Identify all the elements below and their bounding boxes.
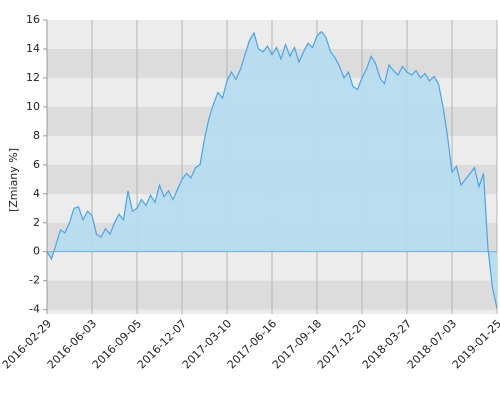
y-tick-label: 6 bbox=[33, 158, 40, 171]
y-tick-label: 4 bbox=[33, 187, 40, 200]
y-tick-label: 2 bbox=[33, 216, 40, 229]
y-tick-label: 0 bbox=[33, 245, 40, 258]
y-axis-label: [Zmiany %] bbox=[7, 148, 20, 212]
y-tick-label: 12 bbox=[26, 71, 40, 84]
area bbox=[47, 31, 497, 309]
y-tick-label: 8 bbox=[33, 129, 40, 142]
y-tick-label: 10 bbox=[26, 100, 40, 113]
line bbox=[46, 30, 498, 309]
y-tick-label: -2 bbox=[29, 274, 40, 287]
y-tick-label: 14 bbox=[26, 42, 40, 55]
y-tick-label: 16 bbox=[26, 13, 40, 26]
y-tick-label: -4 bbox=[29, 303, 40, 316]
